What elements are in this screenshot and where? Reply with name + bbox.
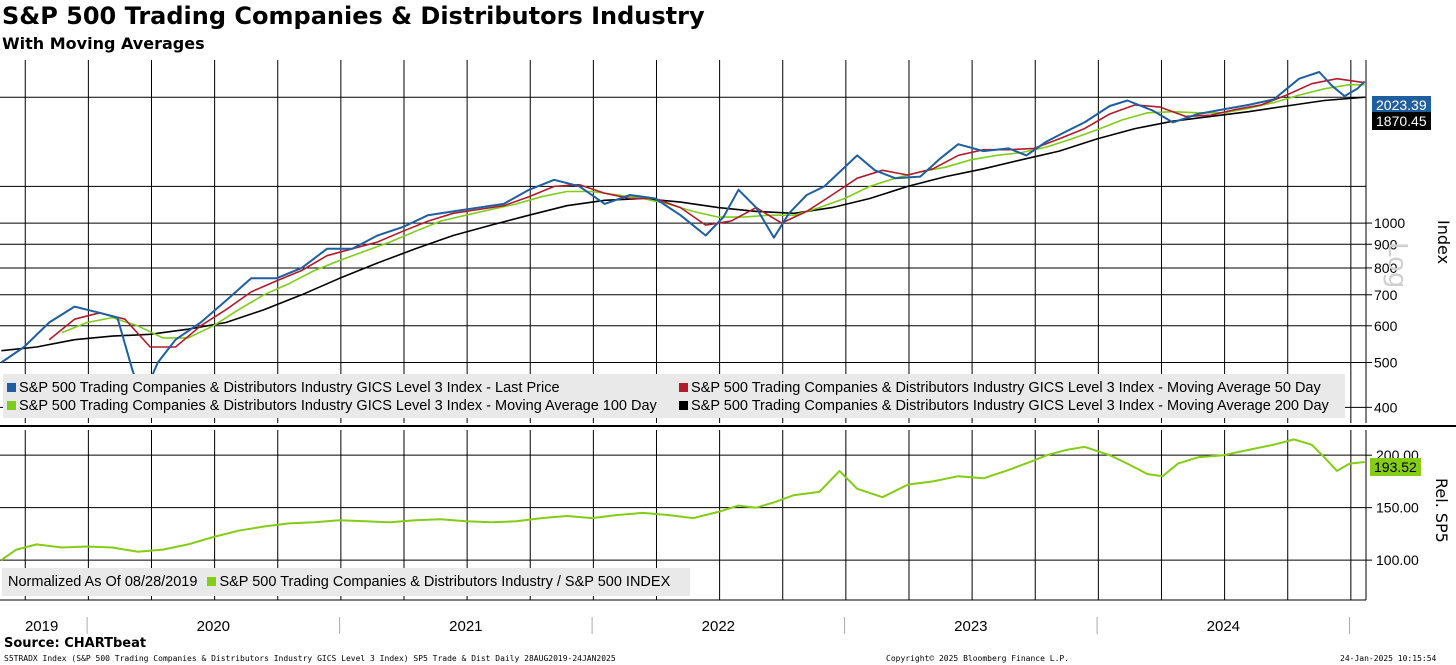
x-year-label: 2021 [449, 618, 482, 635]
upper-tick-label: 900 [1374, 236, 1398, 252]
source-label: Source: CHARTbeat [4, 636, 147, 651]
upper-tick-label: 1000 [1374, 215, 1405, 231]
legend-item-ma200: S&P 500 Trading Companies & Distributors… [679, 398, 1329, 414]
upper-series-group [0, 71, 1366, 399]
relative-value-tag: 193.52 [1370, 458, 1421, 476]
upper-legend: S&P 500 Trading Companies & Distributors… [3, 374, 1345, 418]
footer-copyright: Copyright© 2025 Bloomberg Finance L.P. [886, 654, 1070, 663]
x-year-label: 2024 [1207, 618, 1240, 635]
series-line-ma200 [1, 96, 1365, 352]
x-year-label: 2020 [197, 618, 230, 635]
upper-tick-label: 400 [1374, 399, 1398, 415]
series-line-relative [0, 438, 1365, 561]
lower-series-group [0, 438, 1365, 561]
legend-label: S&P 500 Trading Companies & Distributors… [691, 380, 1321, 396]
series-line-last-price [0, 71, 1366, 399]
upper-tick-label: 800 [1374, 260, 1398, 276]
series-line-ma50 [48, 77, 1365, 348]
upper-axis-label: Index [1434, 220, 1453, 264]
chart-subtitle: With Moving Averages [2, 34, 205, 53]
legend-item-ma100: S&P 500 Trading Companies & Distributors… [7, 398, 657, 414]
upper-axis-ticks: 400 500 600 700 800 900 1000 [1366, 215, 1405, 415]
lower-tick-label: 100.00 [1376, 552, 1419, 568]
grid-lines [0, 60, 1456, 601]
lower-tick-label: 150.00 [1376, 500, 1419, 516]
legend-label: S&P 500 Trading Companies & Distributors… [19, 380, 560, 396]
legend-swatch [679, 400, 688, 410]
legend-label: S&P 500 Trading Companies & Distributors… [691, 398, 1329, 414]
legend-label-relative: S&P 500 Trading Companies & Distributors… [219, 574, 671, 590]
legend-label: S&P 500 Trading Companies & Distributors… [19, 398, 657, 414]
upper-tick-label: 500 [1374, 354, 1398, 370]
last-price-tag: 2023.39 [1372, 96, 1431, 114]
footer-timestamp: 24-Jan-2025 10:15:54 [1340, 654, 1437, 663]
legend-swatch [7, 382, 16, 392]
upper-tick-label: 700 [1374, 287, 1398, 303]
chart-title: S&P 500 Trading Companies & Distributors… [2, 2, 705, 30]
legend-item-ma50: S&P 500 Trading Companies & Distributors… [679, 380, 1321, 396]
legend-swatch [7, 400, 16, 410]
x-axis-year-labels: 2019 2020 2021 2022 2023 2024 [25, 617, 1351, 635]
x-year-label: 2023 [954, 618, 987, 635]
footer-ticker-info: S5TRADX Index (S&P 500 Trading Companies… [4, 654, 616, 663]
log-scale-watermark: Log [1382, 242, 1412, 288]
lower-axis-label: Rel. SP5 [1432, 478, 1451, 543]
x-year-label: 2022 [702, 618, 735, 635]
upper-tick-label: 600 [1374, 318, 1398, 334]
x-year-label: 2019 [25, 618, 58, 635]
normalized-label: Normalized As Of 08/28/2019 [8, 574, 198, 590]
lower-legend: Normalized As Of 08/28/2019 S&P 500 Trad… [2, 568, 690, 596]
ma200-tag: 1870.45 [1372, 112, 1431, 130]
legend-swatch [679, 382, 688, 392]
legend-item-last-price: S&P 500 Trading Companies & Distributors… [7, 380, 560, 396]
legend-swatch [207, 576, 217, 586]
